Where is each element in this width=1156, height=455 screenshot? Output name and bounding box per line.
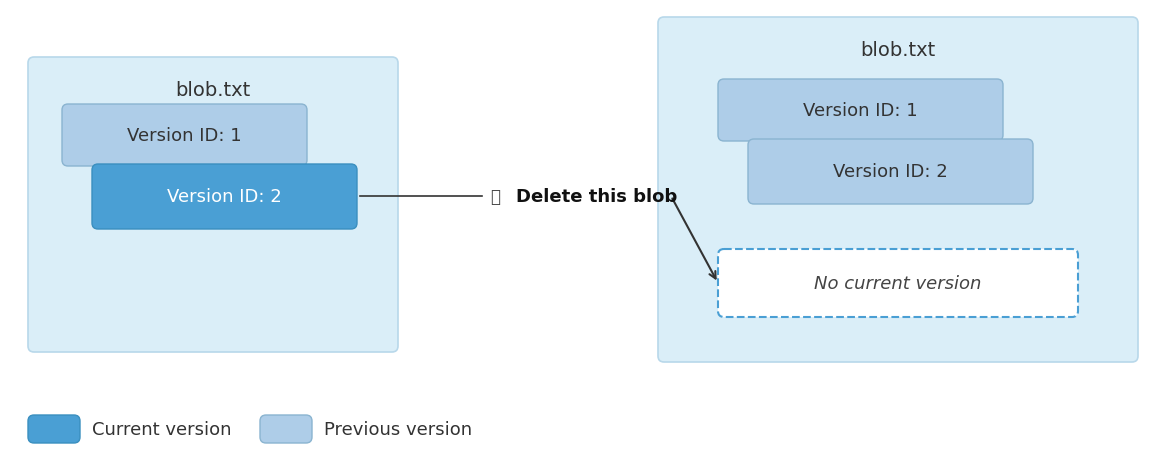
Text: blob.txt: blob.txt	[176, 81, 251, 99]
Text: blob.txt: blob.txt	[860, 40, 935, 59]
Text: Version ID: 1: Version ID: 1	[127, 127, 242, 145]
Text: Current version: Current version	[92, 420, 231, 438]
FancyBboxPatch shape	[718, 249, 1079, 317]
FancyBboxPatch shape	[658, 18, 1138, 362]
Text: Delete this blob: Delete this blob	[516, 187, 677, 206]
Text: Version ID: 1: Version ID: 1	[803, 102, 918, 120]
Text: Previous version: Previous version	[324, 420, 472, 438]
FancyBboxPatch shape	[748, 140, 1033, 205]
FancyBboxPatch shape	[28, 415, 80, 443]
FancyBboxPatch shape	[260, 415, 312, 443]
Text: No current version: No current version	[814, 274, 981, 293]
Text: 🗑: 🗑	[490, 187, 501, 206]
FancyBboxPatch shape	[92, 165, 357, 229]
FancyBboxPatch shape	[62, 105, 307, 167]
FancyBboxPatch shape	[28, 58, 398, 352]
Text: Version ID: 2: Version ID: 2	[833, 163, 948, 181]
Text: Version ID: 2: Version ID: 2	[168, 188, 282, 206]
FancyBboxPatch shape	[718, 80, 1003, 142]
